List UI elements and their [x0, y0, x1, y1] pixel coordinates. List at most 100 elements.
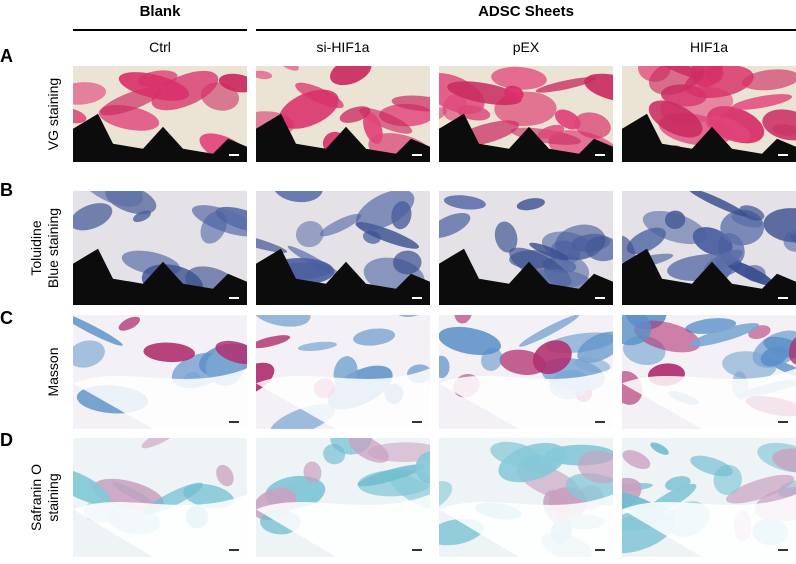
scale-bar: [412, 154, 422, 156]
scale-bar: [595, 297, 605, 299]
group-label: ADSC Sheets: [478, 3, 574, 20]
tissue: [504, 85, 524, 101]
micrograph: [73, 191, 247, 305]
tissue: [725, 474, 795, 504]
micrograph: [73, 315, 247, 429]
tissue: [519, 315, 579, 347]
row-label: Safranin O: [28, 464, 44, 531]
tissue: [491, 66, 547, 90]
tissue: [323, 443, 346, 465]
group-label: Blank: [140, 3, 182, 20]
tissue: [439, 212, 471, 238]
scale-bar: [229, 421, 239, 423]
column-label: si-HIF1a: [317, 39, 370, 55]
scale-bar: [229, 297, 239, 299]
tissue: [535, 77, 596, 93]
tissue: [584, 73, 613, 102]
tissue: [574, 112, 611, 139]
row-label: Masson: [45, 347, 61, 396]
tissue: [516, 198, 545, 211]
tissue: [760, 346, 788, 367]
tissue: [73, 107, 87, 124]
scale-bar: [229, 154, 239, 156]
tissue: [73, 340, 105, 368]
micrograph: [439, 66, 613, 162]
tissue: [218, 73, 247, 93]
row-label: Toluidine: [28, 220, 44, 275]
tissue: [272, 191, 323, 203]
tissue: [689, 323, 760, 347]
scale-bar: [595, 421, 605, 423]
micrograph: [73, 438, 247, 557]
tissue: [357, 464, 425, 487]
tissue: [76, 191, 143, 207]
panel-letter: B: [0, 180, 13, 200]
micrograph: [73, 66, 247, 162]
tissue: [443, 195, 486, 210]
tissue: [577, 450, 613, 484]
column-label: HIF1a: [690, 39, 728, 55]
tissue: [622, 235, 636, 266]
tissue: [529, 242, 569, 261]
tissue: [73, 468, 111, 505]
tissue: [650, 442, 669, 455]
tissue: [439, 326, 501, 356]
tissue: [574, 357, 611, 373]
tissue: [690, 455, 733, 477]
implant: [73, 248, 247, 305]
scale-bar: [778, 421, 788, 423]
tissue: [642, 210, 707, 245]
implant: [439, 248, 613, 305]
tissue: [256, 315, 311, 327]
micrograph: [256, 66, 430, 162]
implant: [256, 248, 430, 305]
tissue: [439, 355, 450, 379]
tissue: [665, 476, 691, 491]
tissue: [763, 208, 796, 243]
tissue: [348, 438, 389, 463]
column-label: pEX: [513, 39, 540, 55]
tissue: [118, 316, 141, 331]
tissue: [741, 17, 785, 52]
defect-edge: [622, 368, 796, 429]
tissue: [724, 259, 774, 286]
tissue: [723, 24, 770, 70]
tissue: [772, 448, 796, 474]
tissue: [783, 230, 796, 252]
tissue: [132, 210, 151, 223]
row-label: staining: [45, 473, 61, 521]
tissue: [256, 231, 288, 253]
micrograph: [622, 315, 796, 429]
defect-edge: [73, 368, 247, 429]
tissue: [439, 481, 453, 514]
tissue: [532, 340, 572, 375]
defect-edge: [256, 368, 430, 429]
tissue: [339, 106, 371, 123]
tissue: [731, 94, 793, 110]
row-label: Blue staining: [45, 208, 61, 288]
tissue: [762, 109, 796, 141]
tissue: [73, 203, 113, 231]
tissue: [143, 342, 195, 363]
tissue: [705, 115, 751, 143]
tissue: [742, 69, 796, 91]
tissue: [391, 95, 430, 112]
tissue: [141, 438, 181, 449]
implant: [439, 113, 613, 162]
tissue: [439, 107, 447, 121]
tissue: [481, 347, 503, 371]
defect-edge: [439, 494, 613, 557]
tissue: [73, 82, 106, 105]
scale-bar: [778, 297, 788, 299]
micrograph: [256, 438, 430, 557]
scale-bar: [412, 297, 422, 299]
panel-letter: C: [0, 308, 13, 328]
implant: [256, 113, 430, 162]
defect-edge: [73, 494, 247, 557]
scale-bar: [412, 421, 422, 423]
tissue: [447, 81, 522, 106]
tissue: [494, 221, 518, 253]
tissue: [355, 191, 415, 231]
tissue: [393, 250, 422, 275]
tissue: [303, 461, 322, 484]
